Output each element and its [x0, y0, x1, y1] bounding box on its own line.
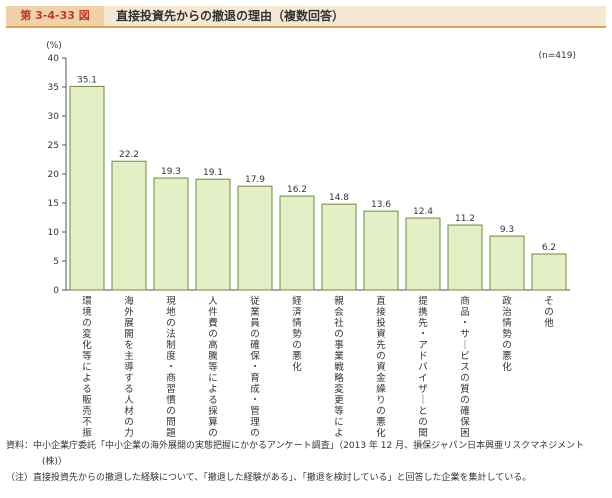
x-category-label: 海外展開を主導する人材の力不足	[124, 295, 134, 438]
x-category-label: 従業員の確保・育成・管理の困難性	[250, 295, 260, 438]
figure-notes: 資料：中小企業庁委託「中小企業の海外展開の実態把握にかかるアンケート調査」（20…	[6, 438, 606, 486]
y-tick-label: 35	[48, 83, 59, 93]
y-tick-label: 15	[48, 199, 59, 209]
y-tick-label: 25	[48, 141, 59, 151]
bar-value-label: 12.4	[413, 207, 433, 217]
bar-value-label: 22.2	[119, 150, 139, 160]
y-unit-label: (%)	[46, 41, 62, 51]
x-category-label: 商品・サ｜ビスの質の確保困難	[460, 295, 470, 438]
bar-value-label: 19.3	[161, 167, 181, 177]
y-tick-label: 20	[48, 170, 60, 180]
bar-value-label: 11.2	[455, 214, 475, 224]
bar-chart: (%) (n=419) 0 5 10 15 20 25 30 35 40 35.1 環境の変化等による販…	[46, 41, 576, 438]
bar	[405, 217, 441, 291]
bar	[111, 160, 147, 291]
bar-value-label: 6.2	[542, 243, 556, 253]
figure-number: 第 3-4-33 図	[6, 6, 104, 26]
y-tick-label: 5	[53, 257, 59, 267]
x-category-label: 直接投資先の資金繰りの悪化	[376, 295, 386, 438]
bar	[321, 203, 357, 291]
bar	[69, 85, 105, 291]
bar	[153, 177, 189, 291]
bar	[489, 235, 525, 291]
bar	[531, 253, 567, 291]
y-tick-label: 10	[48, 228, 60, 238]
bar-value-label: 19.1	[203, 168, 223, 178]
x-category-label: 現地の法制度・商習慣の問題	[166, 296, 176, 438]
x-category-label: 提携先・アドバイザ｜との関係悪化	[418, 295, 428, 438]
x-category-label: 人件費の高騰等による採算の悪化	[208, 296, 218, 438]
bar-value-label: 13.6	[371, 200, 391, 210]
figure-title: 直接投資先からの撤退の理由（複数回答）	[116, 9, 345, 23]
x-category-label: その他	[544, 296, 554, 329]
y-tick-label: 30	[48, 112, 60, 122]
x-category-label: 親会社の事業戦略変更等による再編	[334, 295, 344, 438]
x-category-label: 経済情勢の悪化	[292, 295, 302, 373]
bar	[279, 195, 315, 291]
source-note: 資料：中小企業庁委託「中小企業の海外展開の実態把握にかかるアンケート調査」（20…	[6, 441, 585, 451]
bar-value-label: 16.2	[287, 185, 307, 195]
x-category-label: 政治情勢の悪化	[502, 295, 512, 373]
sample-size-label: (n=419)	[539, 51, 576, 61]
bar	[195, 178, 231, 291]
bar	[447, 224, 483, 291]
y-tick-label: 40	[48, 54, 60, 64]
source-note-continued: (株)）	[42, 457, 68, 467]
figure-header: 第 3-4-33 図 直接投資先からの撤退の理由（複数回答）	[6, 6, 606, 28]
bar	[363, 210, 399, 291]
x-category-label: 環境の変化等による販売不振	[82, 296, 92, 438]
bar-value-label: 17.9	[245, 175, 265, 185]
bar-value-label: 14.8	[329, 193, 349, 203]
bar-value-label: 9.3	[500, 225, 514, 235]
y-tick-label: 0	[53, 286, 59, 296]
bar	[237, 185, 273, 291]
bar-value-label: 35.1	[77, 75, 97, 85]
footnote: （注）直接投資先からの撤退した経験について、「撤退した経験がある」、「撤退を検討…	[6, 473, 532, 483]
